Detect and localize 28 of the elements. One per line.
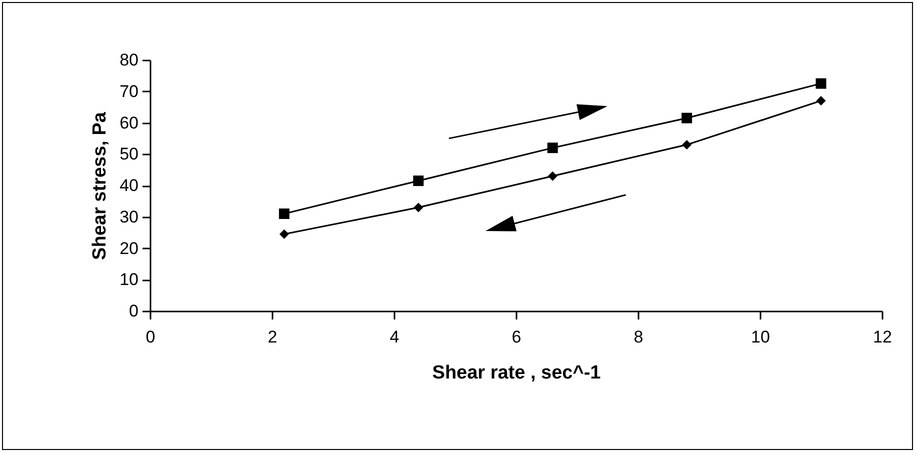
y-tick-label: 10 [120, 270, 138, 290]
point [548, 171, 558, 181]
y-axis-title: Shear stress, Pa [90, 112, 111, 260]
x-tick-label: 8 [634, 328, 644, 346]
point [816, 96, 826, 106]
x-tick-label: 4 [390, 328, 400, 346]
y-tick-label: 50 [120, 144, 138, 164]
x-axis-title: Shear rate , sec^-1 [432, 362, 602, 384]
point [682, 112, 692, 124]
y-tick-label: 80 [120, 50, 138, 70]
point [413, 176, 424, 186]
point [547, 142, 558, 154]
y-tick-label: 30 [120, 207, 138, 226]
x-tick-label: 12 [873, 328, 892, 346]
x-tick-label: 0 [146, 328, 156, 346]
point [279, 229, 289, 239]
y-tick-label: 20 [120, 238, 138, 258]
point [816, 78, 826, 89]
x-tick-label: 10 [751, 328, 770, 346]
x-tick-label: 2 [268, 328, 278, 346]
y-tick-label: 40 [120, 176, 138, 195]
y-tick-label: 70 [120, 82, 138, 101]
y-tick-label: 60 [120, 113, 138, 132]
point [682, 140, 692, 150]
point [278, 208, 290, 219]
point [414, 202, 424, 212]
y-tick-label: 0 [129, 302, 138, 320]
x-tick-label: 6 [512, 328, 522, 346]
